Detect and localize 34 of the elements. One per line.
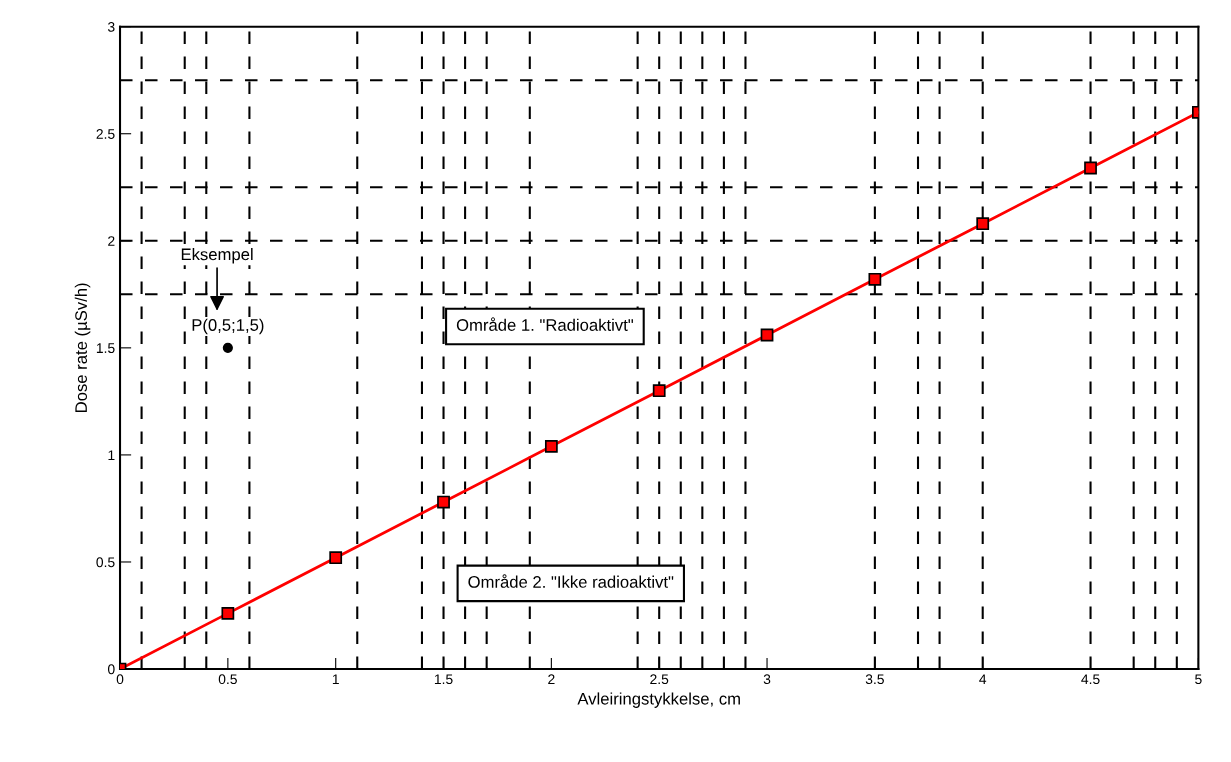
annotation: Område 1. "Radioaktivt" [456, 317, 634, 331]
y-tick-label: 1.5 [96, 343, 115, 354]
x-tick-label: 4.5 [1081, 674, 1100, 685]
x-axis-title: Avleiringstykkelse, cm [577, 692, 740, 708]
point [760, 328, 774, 342]
point [976, 217, 990, 231]
annotation: P(0,5;1,5) [192, 318, 264, 335]
point [1084, 161, 1097, 175]
point [329, 551, 343, 565]
x-tick-label: 3 [763, 674, 771, 685]
point [544, 439, 558, 453]
point [868, 272, 882, 286]
point [222, 342, 233, 353]
x-tick-label: 3.5 [865, 674, 884, 685]
annotation: Eksempel [181, 248, 253, 264]
y-tick-label: 0 [107, 664, 115, 675]
y-tick-label: 2.5 [96, 129, 115, 139]
x-tick-label: 0 [116, 674, 124, 685]
y-tick-label: 2 [108, 236, 115, 246]
y-tick-label: 0.5 [96, 557, 115, 568]
point [221, 606, 235, 620]
x-tick-label: 2 [548, 674, 555, 684]
annotation: Område 2. "Ikke radioaktivt" [468, 574, 674, 588]
x-tick-label: 1.5 [434, 674, 453, 685]
x-tick-label: 1 [332, 674, 339, 684]
x-tick-label: 5 [1195, 674, 1202, 685]
point [652, 384, 666, 398]
y-tick-label: 1 [108, 450, 115, 460]
x-tick-label: 4 [979, 674, 987, 684]
x-tick-label: 0.5 [218, 674, 237, 685]
y-axis-title: Dose rate (µSv/h) [74, 283, 91, 412]
x-tick-label: 2.5 [650, 674, 669, 685]
y-tick-label: 3 [107, 22, 115, 32]
point [437, 495, 450, 509]
